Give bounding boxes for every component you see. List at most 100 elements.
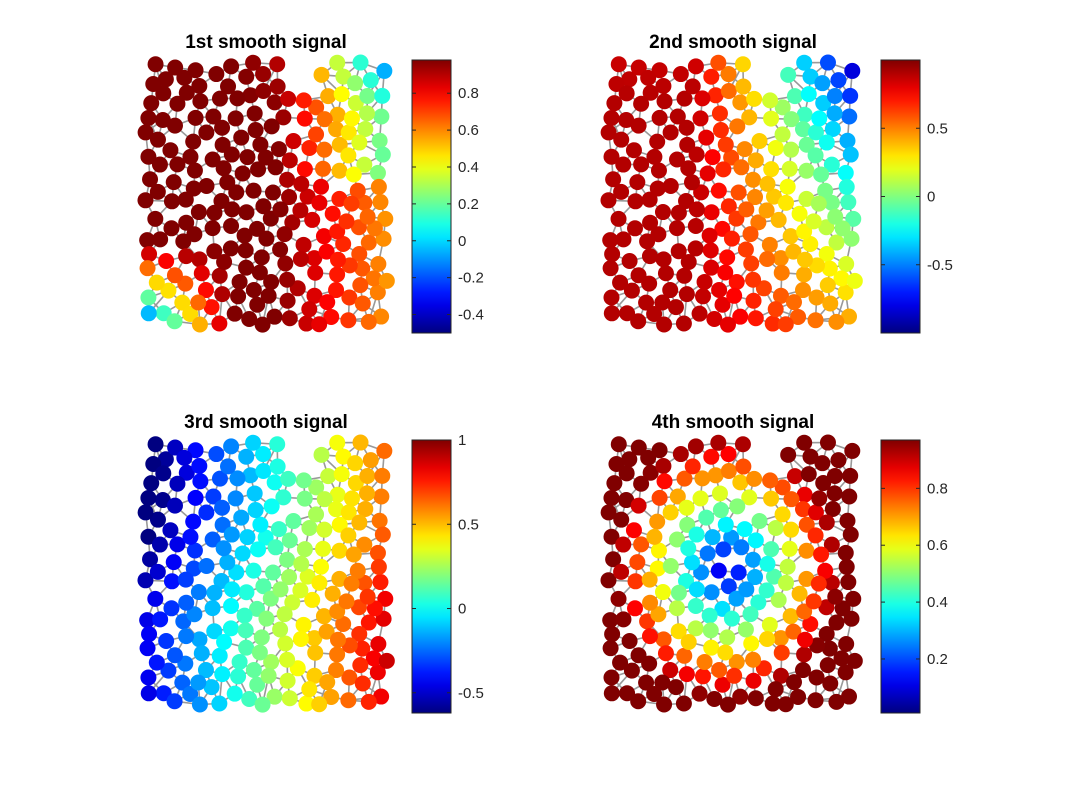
graph-node <box>808 289 825 306</box>
graph-node <box>333 86 350 103</box>
graph-node <box>139 640 156 657</box>
graph-node <box>279 271 296 288</box>
graph-node <box>162 522 179 539</box>
graph-node <box>331 136 348 153</box>
graph-node <box>370 255 387 272</box>
graph-node <box>329 223 346 240</box>
graph-node <box>692 110 709 127</box>
graph-node <box>238 204 255 221</box>
graph-node <box>830 452 847 469</box>
graph-node <box>174 294 191 311</box>
graph-node <box>603 528 620 545</box>
graph-node <box>790 308 807 325</box>
graph-node <box>683 554 700 571</box>
graph-node <box>190 204 207 221</box>
graph-node <box>236 227 253 244</box>
graph-node <box>372 194 389 211</box>
graph-node <box>841 108 858 125</box>
graph-node <box>204 531 221 548</box>
graph-node <box>369 164 386 181</box>
graph-node <box>185 133 202 150</box>
graph-node <box>669 531 686 548</box>
graph-node <box>704 529 721 546</box>
graph-node <box>723 610 740 627</box>
graph-node <box>296 490 313 507</box>
graph-node <box>762 92 779 109</box>
graph-node <box>323 308 340 325</box>
graph-node <box>737 241 754 258</box>
graph-node <box>335 236 352 253</box>
graph-node <box>785 243 802 260</box>
graph-node <box>603 669 620 686</box>
graph-node <box>236 607 253 624</box>
graph-node <box>702 622 719 639</box>
graph-node <box>299 188 316 205</box>
graph-node <box>646 305 663 322</box>
graph-node <box>729 118 746 135</box>
graph-node <box>239 149 256 166</box>
graph-node <box>822 675 839 692</box>
graph-node <box>169 95 186 112</box>
graph-node <box>313 558 330 575</box>
graph-node <box>185 180 202 197</box>
graph-node <box>834 220 851 237</box>
graph-node <box>692 490 709 507</box>
graph-node <box>192 473 209 490</box>
graph-node <box>602 640 619 657</box>
graph-node <box>193 645 210 662</box>
graph-node <box>292 202 309 219</box>
graph-node <box>642 84 659 101</box>
graph-node <box>319 294 336 311</box>
graph-node <box>333 466 350 483</box>
graph-node <box>654 584 671 601</box>
graph-node <box>670 584 687 601</box>
graph-node <box>687 620 704 637</box>
graph-node <box>719 249 736 266</box>
graph-node <box>802 68 819 85</box>
graph-node <box>603 305 620 322</box>
graph-node <box>266 94 283 111</box>
graph-node <box>678 119 695 136</box>
graph-node <box>216 254 233 271</box>
graph-node <box>687 438 704 455</box>
graph-node <box>237 622 254 639</box>
panel-3: 3rd smooth signal 1 0.5 0 -0.5 <box>137 412 484 714</box>
graph-node <box>345 166 362 183</box>
graph-node <box>763 541 780 558</box>
graph-node <box>630 693 647 710</box>
graph-node <box>341 669 358 686</box>
graph-node <box>280 470 297 487</box>
graph-node <box>238 584 255 601</box>
graph-node <box>790 688 807 705</box>
graph-node <box>185 560 202 577</box>
graph-node <box>846 652 863 669</box>
graph-node <box>219 174 236 191</box>
colorbar-tick-label: -0.5 <box>458 685 484 702</box>
graph-node <box>640 69 657 86</box>
graph-node <box>662 124 679 141</box>
graph-node <box>687 240 704 257</box>
graph-node <box>774 126 791 143</box>
graph-node <box>764 315 781 332</box>
graph-node <box>137 504 154 521</box>
graph-node <box>277 255 294 272</box>
graph-node <box>747 569 764 586</box>
graph-node <box>844 442 861 459</box>
graph-node <box>178 594 195 611</box>
graph-node <box>669 151 686 168</box>
graph-node <box>296 161 313 178</box>
graph-node <box>796 106 813 123</box>
graph-node <box>137 192 154 209</box>
graph-node <box>743 255 760 272</box>
graph-node <box>621 253 638 270</box>
graph-node <box>263 273 280 290</box>
graph-node <box>649 560 666 577</box>
colorbar-tick-label: -0.2 <box>458 270 484 287</box>
graph-node <box>695 288 712 305</box>
graph-node <box>615 231 632 248</box>
graph-node <box>678 573 695 590</box>
graph-node <box>841 308 858 325</box>
graph-node <box>211 695 228 712</box>
graph-node <box>702 242 719 259</box>
graph-node <box>615 536 632 553</box>
